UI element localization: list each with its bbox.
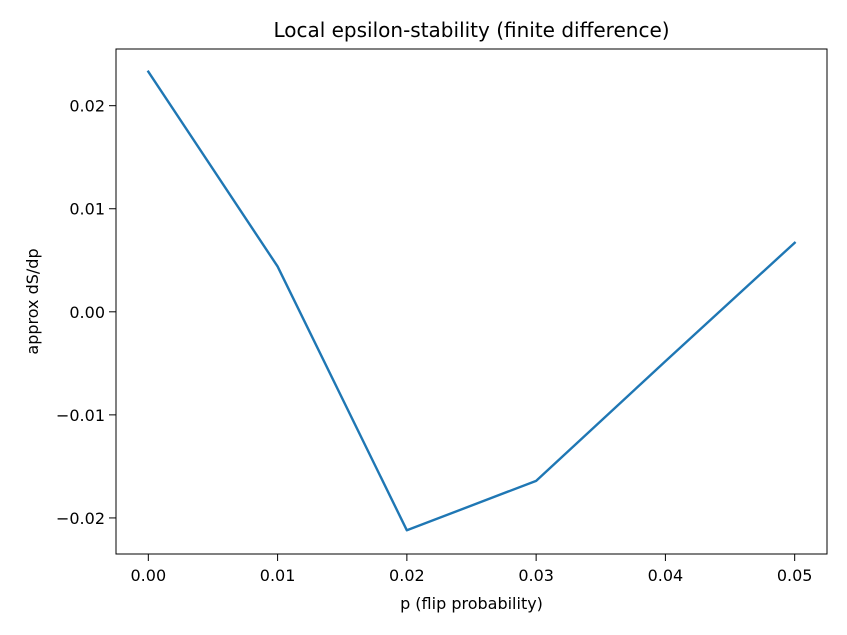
x-tick-label: 0.05 — [777, 566, 813, 585]
x-axis-label: p (flip probability) — [400, 594, 543, 613]
chart-title: Local epsilon-stability (finite differen… — [273, 18, 669, 42]
y-axis-ticks: −0.02 −0.01 0.00 0.01 0.02 — [56, 97, 116, 528]
series-line — [146, 70, 797, 532]
y-axis-label: approx dS/dp — [23, 248, 42, 354]
x-tick-label: 0.02 — [389, 566, 425, 585]
y-tick-label: 0.00 — [69, 303, 105, 322]
plot-area — [116, 49, 827, 554]
x-tick-label: 0.00 — [131, 566, 167, 585]
x-tick-label: 0.01 — [260, 566, 296, 585]
y-tick-label: −0.01 — [56, 406, 105, 425]
x-axis-ticks: 0.00 0.01 0.02 0.03 0.04 0.05 — [131, 554, 813, 585]
series-layer — [146, 70, 797, 532]
y-tick-label: 0.01 — [69, 200, 105, 219]
x-tick-label: 0.03 — [518, 566, 554, 585]
y-tick-label: −0.02 — [56, 509, 105, 528]
plot-frame — [115, 48, 828, 555]
x-tick-label: 0.04 — [648, 566, 684, 585]
y-tick-label: 0.02 — [69, 97, 105, 116]
